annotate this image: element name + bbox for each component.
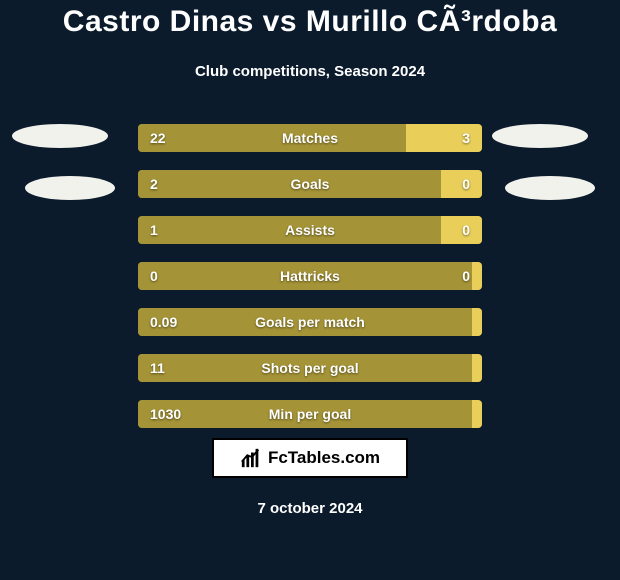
stat-rows: Matches223Goals20Assists10Hattricks00Goa… <box>138 124 482 446</box>
stat-value-right: 0 <box>462 262 470 290</box>
stat-row-assists: Assists1 0 <box>138 216 482 244</box>
stat-label: Goals <box>138 170 482 198</box>
stat-label: Matches <box>138 124 482 152</box>
stat-value-left: 0.09 <box>150 308 177 336</box>
left-player-oval-1 <box>25 176 115 200</box>
left-player-oval-0 <box>12 124 108 148</box>
comparison-infographic: Castro Dinas vs Murillo CÃ³rdoba Club co… <box>0 0 620 580</box>
stat-row-goals-per-match: Goals per match0.09 <box>138 308 482 336</box>
stat-row-shots-per-goal: Shots per goal11 <box>138 354 482 382</box>
right-player-oval-1 <box>505 176 595 200</box>
stat-value-left: 22 <box>150 124 166 152</box>
stat-value-left: 0 <box>150 262 158 290</box>
stat-label: Shots per goal <box>138 354 482 382</box>
stat-value-left: 2 <box>150 170 158 198</box>
stat-label: Assists <box>138 216 482 244</box>
stat-value-left: 1030 <box>150 400 181 428</box>
stat-label: Hattricks <box>138 262 482 290</box>
stat-row-goals: Goals2 0 <box>138 170 482 198</box>
footer-brand-box: FcTables.com <box>212 438 408 478</box>
stat-value-left: 11 <box>150 354 165 382</box>
subtitle: Club competitions, Season 2024 <box>0 63 620 80</box>
right-player-oval-0 <box>492 124 588 148</box>
stat-row-matches: Matches22 3 <box>138 124 482 152</box>
stat-value-right: 3 <box>462 124 470 152</box>
date-text: 7 october 2024 <box>0 500 620 517</box>
stat-label: Min per goal <box>138 400 482 428</box>
stat-value-right: 0 <box>462 216 470 244</box>
stat-value-right: 0 <box>462 170 470 198</box>
page-title: Castro Dinas vs Murillo CÃ³rdoba <box>0 5 620 39</box>
stat-row-min-per-goal: Min per goal1030 <box>138 400 482 428</box>
stat-row-hattricks: Hattricks0 0 <box>138 262 482 290</box>
chart-icon <box>240 447 262 469</box>
stat-value-left: 1 <box>150 216 158 244</box>
stat-label: Goals per match <box>138 308 482 336</box>
footer-brand-text: FcTables.com <box>268 448 380 468</box>
